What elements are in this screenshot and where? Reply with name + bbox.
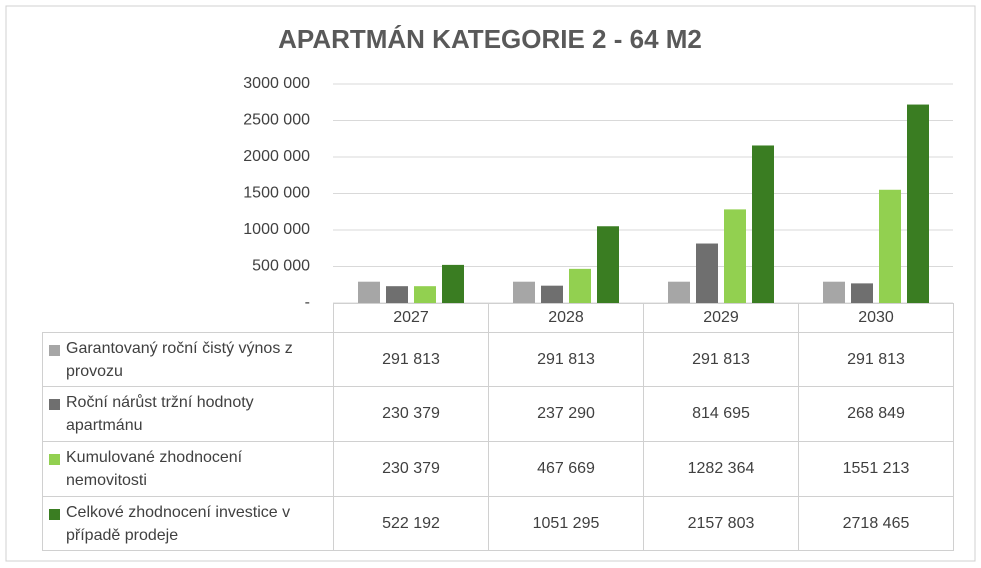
y-tick-label: 2000 000 (243, 148, 310, 165)
table-value: 2718 465 (798, 496, 954, 551)
table-value: 2157 803 (643, 496, 799, 551)
table-value: 814 695 (643, 386, 799, 442)
table-value: 467 669 (488, 441, 644, 497)
bar (724, 209, 746, 303)
bar (541, 285, 563, 303)
table-value: 230 379 (333, 386, 489, 442)
bar (668, 281, 690, 303)
legend-entry: Roční nárůst tržní hodnoty apartmánu (42, 386, 334, 442)
table-value: 1551 213 (798, 441, 954, 497)
legend-key (49, 399, 60, 410)
table-value: 291 813 (798, 332, 954, 387)
y-tick-label: 1000 000 (243, 221, 310, 238)
table-value: 237 290 (488, 386, 644, 442)
bar (442, 264, 464, 303)
legend-key (49, 509, 60, 520)
table-header: 2030 (798, 303, 954, 333)
bar (358, 281, 380, 303)
y-tick-label: 2500 000 (243, 112, 310, 129)
table-header: 2027 (333, 303, 489, 333)
bar (696, 243, 718, 303)
bar (752, 145, 774, 303)
bar (414, 286, 436, 303)
legend-entry: Celkové zhodnocení investice v případě p… (42, 496, 334, 551)
table-value: 291 813 (643, 332, 799, 387)
bar (513, 281, 535, 303)
legend-key (49, 345, 60, 356)
y-tick-label: 1500 000 (243, 185, 310, 202)
table-value: 230 379 (333, 441, 489, 497)
legend-label: Kumulované zhodnocení nemovitosti (66, 449, 243, 489)
y-tick-label: 3000 000 (243, 75, 310, 92)
legend-label: Roční nárůst tržní hodnoty apartmánu (66, 394, 254, 434)
bar (569, 268, 591, 303)
table-value: 1282 364 (643, 441, 799, 497)
legend-entry: Kumulované zhodnocení nemovitosti (42, 441, 334, 497)
legend-label: Garantovaný roční čistý výnos z provozu (66, 339, 293, 380)
y-tick-label: - (305, 294, 310, 311)
bar (851, 283, 873, 303)
chart-title: APARTMÁN KATEGORIE 2 - 64 M2 (278, 24, 702, 54)
bar (823, 281, 845, 303)
legend-entry: Garantovaný roční čistý výnos z provozu (42, 332, 334, 387)
table-header: 2028 (488, 303, 644, 333)
table-value: 522 192 (333, 496, 489, 551)
bar (907, 104, 929, 303)
legend-key (49, 454, 60, 465)
table-value: 268 849 (798, 386, 954, 442)
table-value: 291 813 (333, 332, 489, 387)
bar (386, 286, 408, 303)
chart-border (5, 5, 976, 562)
bar (597, 226, 619, 303)
legend-label: Celkové zhodnocení investice v případě p… (66, 503, 291, 544)
y-tick-label: 500 000 (252, 258, 310, 275)
bar (879, 189, 901, 303)
table-value: 291 813 (488, 332, 644, 387)
table-value: 1051 295 (488, 496, 644, 551)
table-header: 2029 (643, 303, 799, 333)
